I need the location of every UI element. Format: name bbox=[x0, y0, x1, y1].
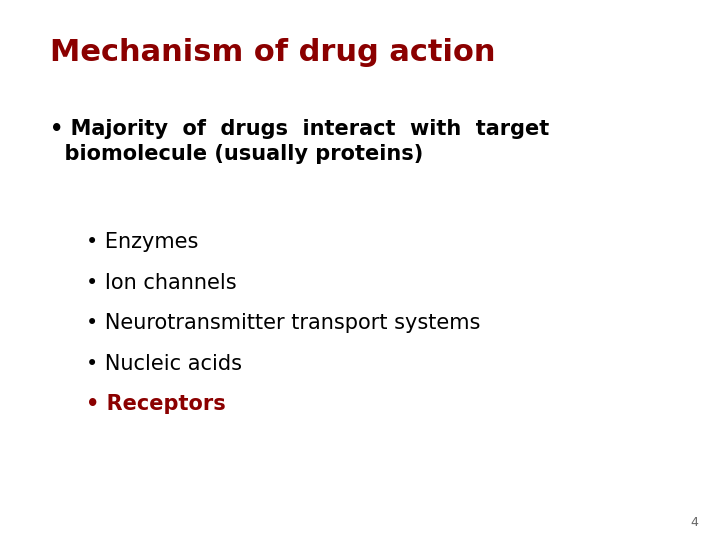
Text: • Receptors: • Receptors bbox=[86, 394, 226, 414]
Text: • Neurotransmitter transport systems: • Neurotransmitter transport systems bbox=[86, 313, 481, 333]
Text: • Ion channels: • Ion channels bbox=[86, 273, 237, 293]
Text: • Majority  of  drugs  interact  with  target
  biomolecule (usually proteins): • Majority of drugs interact with target… bbox=[50, 119, 549, 164]
Text: 4: 4 bbox=[690, 516, 698, 529]
Text: Mechanism of drug action: Mechanism of drug action bbox=[50, 38, 496, 67]
Text: • Enzymes: • Enzymes bbox=[86, 232, 199, 252]
Text: • Nucleic acids: • Nucleic acids bbox=[86, 354, 243, 374]
